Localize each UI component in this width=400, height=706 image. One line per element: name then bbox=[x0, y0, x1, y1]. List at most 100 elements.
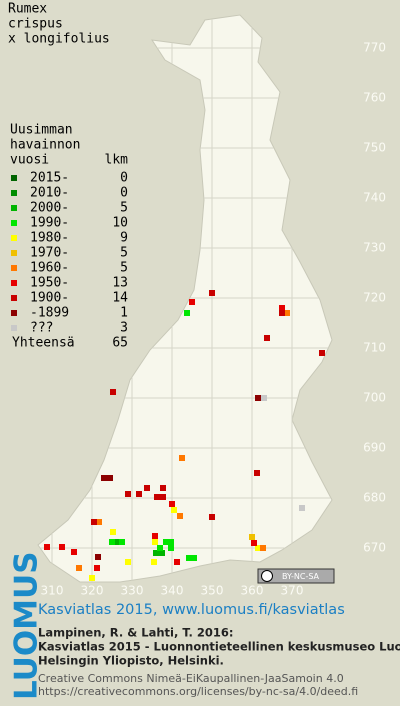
legend-label: -1899 bbox=[30, 306, 69, 321]
legend-label: 1990- bbox=[30, 216, 69, 231]
observation-square bbox=[157, 545, 163, 551]
legend-swatch bbox=[11, 205, 17, 211]
legend-swatch bbox=[11, 280, 17, 286]
observation-square bbox=[168, 545, 174, 551]
legend-label: 2010- bbox=[30, 186, 69, 201]
legend-swatch bbox=[11, 295, 17, 301]
observation-square bbox=[44, 544, 50, 550]
observation-square bbox=[101, 475, 107, 481]
brand: LUOMUS bbox=[9, 551, 45, 700]
y-label: 720 bbox=[363, 291, 386, 305]
x-label: 310 bbox=[41, 584, 64, 598]
observation-square bbox=[254, 470, 260, 476]
observation-square bbox=[76, 565, 82, 571]
observation-square bbox=[279, 305, 285, 311]
observation-square bbox=[160, 494, 166, 500]
total-count: 65 bbox=[112, 336, 128, 351]
citation: Helsingin Yliopisto, Helsinki. bbox=[38, 654, 224, 668]
observation-square bbox=[179, 455, 185, 461]
license-badge: BY-NC-SA bbox=[257, 568, 335, 584]
legend-count: 3 bbox=[120, 321, 128, 336]
y-label: 680 bbox=[363, 491, 386, 505]
legend-label: 2015- bbox=[30, 171, 69, 186]
x-label: 330 bbox=[121, 584, 144, 598]
legend-swatch bbox=[11, 250, 17, 256]
observation-square bbox=[59, 544, 65, 550]
legend-swatch bbox=[11, 190, 17, 196]
license: https://creativecommons.org/licenses/by-… bbox=[38, 685, 358, 698]
observation-square bbox=[71, 549, 77, 555]
observation-square bbox=[119, 539, 125, 545]
y-label: 760 bbox=[363, 91, 386, 105]
citation: Lampinen, R. & Lahti, T. 2016: bbox=[38, 626, 233, 640]
y-label: 700 bbox=[363, 391, 386, 405]
x-label: 340 bbox=[161, 584, 184, 598]
badge-text: BY-NC-SA bbox=[282, 572, 320, 581]
observation-square bbox=[114, 539, 120, 545]
y-label: 670 bbox=[363, 541, 386, 555]
observation-square bbox=[91, 519, 97, 525]
legend-label: 1950- bbox=[30, 276, 69, 291]
legend-swatch bbox=[11, 325, 17, 331]
legend-label: 1970- bbox=[30, 246, 69, 261]
observation-square bbox=[209, 290, 215, 296]
x-labels: 310 320 330 340 350 360 370 bbox=[41, 584, 304, 598]
observation-square bbox=[251, 540, 257, 546]
legend-title: Uusimman bbox=[10, 123, 73, 138]
observation-square bbox=[94, 565, 100, 571]
observation-square bbox=[159, 550, 165, 556]
observation-square bbox=[255, 545, 261, 551]
y-label: 750 bbox=[363, 141, 386, 155]
title-line: Rumex bbox=[8, 2, 47, 17]
legend-count: 0 bbox=[120, 186, 128, 201]
observation-square bbox=[163, 539, 169, 545]
legend-label: 2000- bbox=[30, 201, 69, 216]
observation-square bbox=[125, 559, 131, 565]
y-label: 710 bbox=[363, 341, 386, 355]
y-labels: 770 760 750 740 730 720 710 700 690 680 670 bbox=[363, 41, 386, 555]
observation-square bbox=[110, 529, 116, 535]
observation-square bbox=[168, 539, 174, 545]
legend-count: 10 bbox=[112, 216, 128, 231]
x-label: 360 bbox=[241, 584, 264, 598]
citation: Kasviatlas 2015 - Luonnontieteellinen ke… bbox=[38, 640, 400, 654]
legend-count: 0 bbox=[120, 171, 128, 186]
observation-square bbox=[255, 395, 261, 401]
y-label: 740 bbox=[363, 191, 386, 205]
x-label: 350 bbox=[201, 584, 224, 598]
legend-label: 1900- bbox=[30, 291, 69, 306]
observation-square bbox=[125, 491, 131, 497]
observation-square bbox=[136, 491, 142, 497]
badge-box bbox=[257, 568, 335, 584]
observation-square bbox=[96, 519, 102, 525]
observation-square bbox=[107, 475, 113, 481]
observation-square bbox=[110, 389, 116, 395]
observation-square bbox=[260, 545, 266, 551]
legend-label: 1960- bbox=[30, 261, 69, 276]
y-label: 770 bbox=[363, 41, 386, 55]
observation-square bbox=[153, 550, 159, 556]
observation-square bbox=[109, 539, 115, 545]
legend-count: 1 bbox=[120, 306, 128, 321]
y-label: 730 bbox=[363, 241, 386, 255]
x-label: 320 bbox=[81, 584, 104, 598]
observation-square bbox=[284, 310, 290, 316]
observation-square bbox=[160, 485, 166, 491]
observation-square bbox=[279, 310, 285, 316]
observation-square bbox=[186, 555, 192, 561]
observation-square bbox=[191, 555, 197, 561]
total-label: Yhteensä bbox=[12, 336, 75, 351]
legend-title: havainnon bbox=[10, 138, 80, 153]
observation-square bbox=[261, 395, 267, 401]
observation-square bbox=[264, 335, 270, 341]
license: Creative Commons Nimeä-EiKaupallinen-Jaa… bbox=[38, 672, 344, 685]
observation-square bbox=[184, 310, 190, 316]
observation-square bbox=[151, 559, 157, 565]
legend-count: 14 bbox=[112, 291, 128, 306]
x-label: 370 bbox=[281, 584, 304, 598]
observation-square bbox=[209, 514, 215, 520]
legend-label: 1980- bbox=[30, 231, 69, 246]
observation-square bbox=[152, 533, 158, 539]
